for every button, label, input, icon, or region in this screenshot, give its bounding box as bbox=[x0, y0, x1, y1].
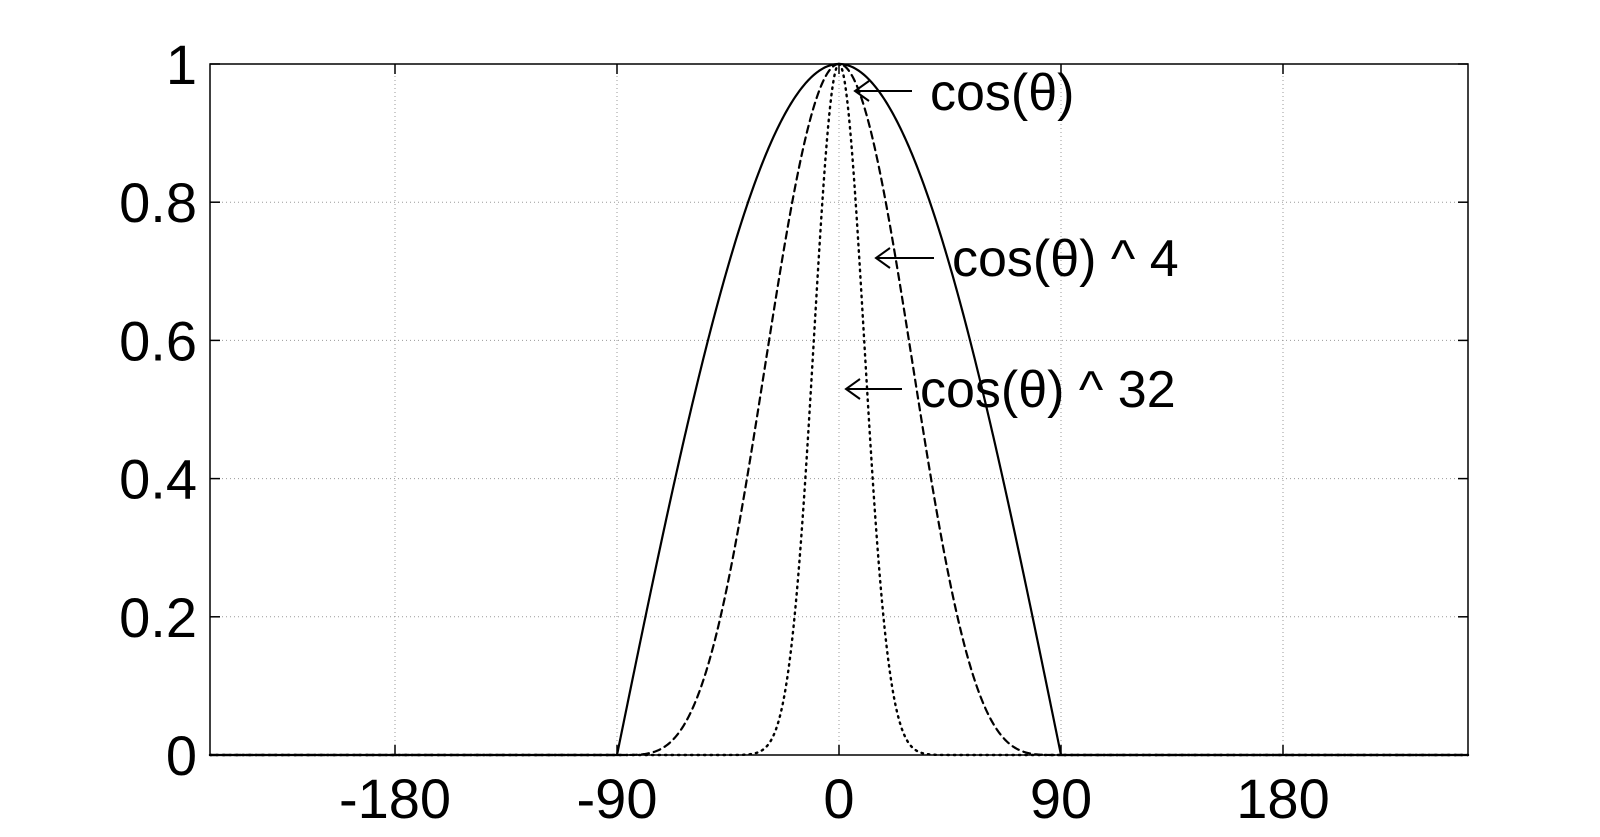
annotations: cos(θ) cos(θ) ^ 4 cos(θ) ^ 32 bbox=[844, 64, 1179, 419]
y-tick-label: 0 bbox=[166, 724, 197, 787]
y-tick-label: 0.8 bbox=[119, 171, 197, 234]
x-tick-label: 180 bbox=[1236, 767, 1329, 830]
series-line-3 bbox=[208, 62, 1470, 757]
y-tick-label: 1 bbox=[166, 33, 197, 96]
x-tick-label: 90 bbox=[1030, 767, 1092, 830]
series-line-1 bbox=[208, 62, 1470, 757]
x-tick-label: -180 bbox=[339, 767, 451, 830]
annotation-arrow-head bbox=[853, 80, 870, 102]
x-tick-label: 0 bbox=[823, 767, 854, 830]
annotation-3: cos(θ) ^ 32 bbox=[844, 361, 1176, 419]
annotation-arrow-head bbox=[844, 378, 861, 400]
annotation-label: cos(θ) ^ 32 bbox=[920, 361, 1176, 419]
grid bbox=[210, 63, 1468, 756]
series-line-2 bbox=[208, 62, 1470, 757]
axis-ticks bbox=[210, 63, 1468, 756]
series-group bbox=[208, 62, 1470, 757]
annotation-label: cos(θ) ^ 4 bbox=[952, 230, 1179, 288]
annotation-1: cos(θ) bbox=[853, 64, 1074, 122]
annotation-label: cos(θ) bbox=[930, 64, 1074, 122]
tick-labels: -180 -90 0 90 180 0 0.2 0.4 0.6 0.8 1 bbox=[119, 33, 1330, 830]
y-tick-label: 0.4 bbox=[119, 448, 197, 511]
x-tick-label: -90 bbox=[577, 767, 658, 830]
annotation-arrow-head bbox=[874, 247, 891, 269]
plot-area-frame bbox=[209, 63, 1469, 756]
y-tick-label: 0.6 bbox=[119, 309, 197, 372]
y-tick-label: 0.2 bbox=[119, 586, 197, 649]
annotation-2: cos(θ) ^ 4 bbox=[874, 230, 1179, 288]
